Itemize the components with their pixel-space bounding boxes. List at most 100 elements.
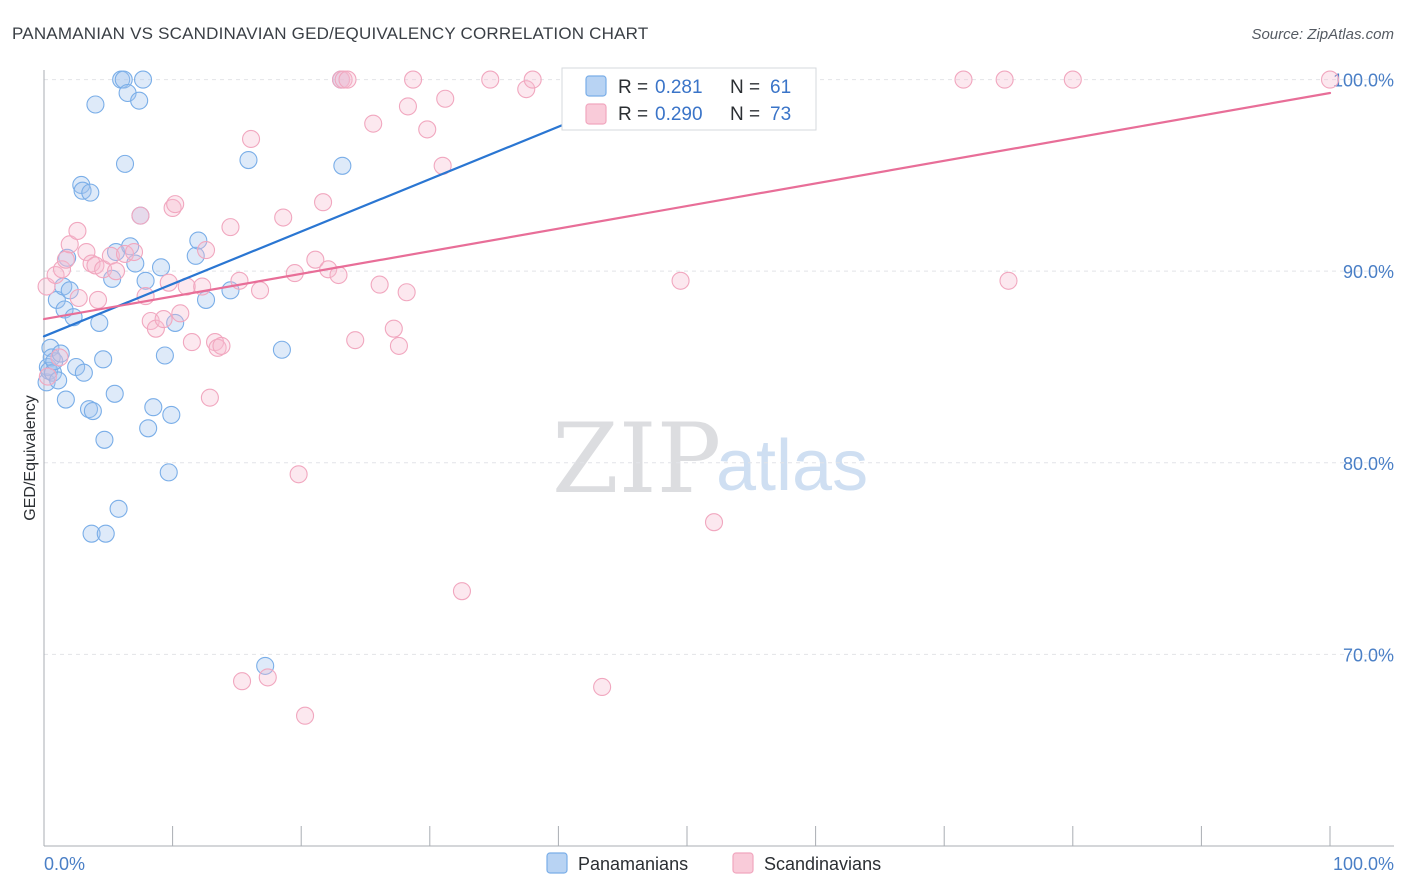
scandinavian-point-68: [671, 271, 690, 290]
scandinavian-point-43: [289, 465, 308, 484]
scandinavian-point-53: [364, 114, 383, 133]
panamanian-point-8: [49, 371, 68, 390]
panamanian-point-50: [186, 246, 205, 265]
series-scandinavians-points: [37, 70, 1340, 725]
panamanian-point-3: [41, 338, 60, 357]
scandinavian-point-15: [106, 262, 126, 281]
scandinavian-point-22: [154, 310, 173, 329]
y-tick-label-3: 100.0%: [1333, 71, 1394, 91]
panamanian-point-41: [133, 70, 153, 89]
x-tick-labels: 0.0% 100.0%: [44, 854, 1394, 874]
legend-r-label-1: R =: [618, 77, 648, 98]
panamanian-point-45: [151, 258, 171, 277]
scandinavian-point-17: [124, 242, 144, 262]
panamanian-point-27: [95, 430, 114, 449]
x-axis-ticks: [43, 826, 1331, 846]
series-panamanians-points: [37, 70, 657, 675]
chart-source: Source: ZipAtlas.com: [1251, 26, 1394, 43]
panamanian-point-28: [96, 524, 115, 543]
scandinavian-point-55: [384, 319, 403, 338]
x-tick-label-0: 0.0%: [44, 854, 85, 874]
scandinavian-point-74: [1320, 70, 1340, 89]
scandinavian-point-58: [398, 97, 417, 116]
legend-r-value-1: 0.281: [655, 77, 703, 98]
scandinavian-point-50: [334, 70, 353, 89]
scandinavian-point-1: [38, 367, 57, 386]
legend-n-label-1: N =: [730, 77, 760, 98]
scandinavian-point-51: [338, 70, 357, 89]
panamanian-point-12: [56, 390, 75, 409]
panamanian-point-43: [139, 419, 158, 438]
legend-swatch-scandinavians: [585, 103, 607, 125]
scandinavian-point-45: [306, 250, 325, 269]
scandinavian-point-64: [481, 70, 500, 89]
scandinavian-point-26: [171, 304, 190, 323]
bottom-legend-swatch-scandinavians: [732, 852, 754, 874]
y-tick-label-0: 70.0%: [1343, 645, 1394, 665]
watermark-zip: ZIP: [552, 403, 721, 515]
legend-n-value-1: 61: [770, 77, 791, 98]
panamanian-point-58: [333, 156, 352, 175]
scandinavian-point-31: [200, 388, 219, 407]
panamanian-point-32: [109, 499, 128, 518]
scandinavian-point-25: [166, 195, 185, 214]
scandinavian-point-34: [212, 336, 231, 355]
scandinavian-point-52: [346, 331, 365, 350]
bottom-legend: Panamanians Scandinavians: [546, 852, 881, 874]
scandinavian-point-5: [56, 250, 75, 269]
watermark: ZIP atlas: [552, 403, 868, 515]
legend-n-value-2: 73: [770, 104, 791, 125]
y-tick-label-1: 80.0%: [1343, 454, 1394, 474]
y-axis-label: GED/Equivalency: [22, 395, 39, 520]
scandinavian-point-28: [182, 333, 201, 352]
panamanian-point-30: [105, 384, 124, 403]
scandinavian-point-65: [517, 80, 536, 99]
panamanian-point-39: [130, 91, 149, 110]
y-tick-label-2: 90.0%: [1343, 262, 1394, 282]
legend-n-label-2: N =: [730, 104, 760, 125]
panamanian-point-23: [83, 402, 102, 421]
panamanian-point-51: [189, 231, 208, 250]
scandinavian-point-57: [397, 283, 416, 302]
scandinavian-point-37: [232, 672, 252, 691]
panamanian-point-47: [159, 463, 178, 482]
scandinavian-point-30: [196, 241, 216, 260]
panamanian-point-18: [73, 181, 92, 200]
panamanian-point-55: [256, 656, 275, 675]
panamanian-point-56: [272, 340, 291, 359]
scandinavian-point-8: [69, 288, 88, 308]
scandinavian-point-62: [436, 89, 455, 108]
panamanian-point-46: [155, 346, 174, 365]
scandinavian-point-3: [50, 348, 69, 367]
scandinavian-point-16: [115, 244, 135, 263]
panamanian-point-35: [115, 154, 135, 173]
scandinavian-point-71: [995, 70, 1014, 89]
scandinavian-point-9: [77, 242, 96, 262]
scandinavian-point-7: [68, 221, 87, 240]
scandinavian-point-12: [88, 290, 108, 309]
scandinavian-point-35: [221, 218, 240, 237]
panamanian-point-24: [86, 95, 105, 114]
scandinavian-point-67: [593, 677, 612, 697]
scandinavian-point-54: [370, 275, 389, 294]
scandinavian-point-21: [146, 319, 165, 338]
bottom-legend-scandinavians: Scandinavians: [764, 854, 881, 874]
scandinavian-point-4: [52, 260, 72, 279]
scandinavian-point-18: [131, 206, 150, 225]
scandinavian-point-6: [60, 235, 79, 254]
panamanian-point-49: [166, 313, 185, 332]
scandinavian-point-59: [404, 70, 423, 89]
scandinavian-point-44: [296, 706, 315, 725]
panamanian-point-19: [74, 363, 93, 382]
panamanian-point-22: [82, 524, 101, 543]
scandinavian-point-60: [418, 120, 437, 139]
panamanian-point-21: [81, 183, 100, 202]
scandinavian-trend-line: [42, 91, 1332, 321]
legend-swatch-panamanians: [585, 75, 607, 97]
panamanian-point-26: [94, 350, 113, 369]
watermark-atlas: atlas: [716, 426, 868, 506]
scandinavian-point-66: [523, 70, 542, 89]
bottom-legend-panamanians: Panamanians: [578, 854, 688, 874]
scandinavian-point-38: [241, 129, 261, 149]
